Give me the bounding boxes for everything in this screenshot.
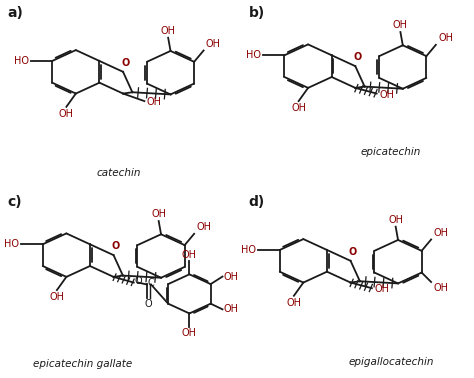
Text: O: O bbox=[354, 53, 362, 62]
Text: O: O bbox=[135, 276, 143, 286]
Text: O: O bbox=[112, 242, 120, 251]
Text: O: O bbox=[145, 299, 152, 308]
Text: OH: OH bbox=[147, 97, 162, 107]
Text: OH: OH bbox=[197, 222, 211, 232]
Text: OH: OH bbox=[374, 284, 389, 294]
Text: c): c) bbox=[7, 195, 22, 209]
Text: OH: OH bbox=[388, 215, 403, 225]
Text: OH: OH bbox=[291, 103, 306, 113]
Text: OH: OH bbox=[224, 304, 239, 314]
Text: HO: HO bbox=[4, 239, 19, 249]
Text: epigallocatechin: epigallocatechin bbox=[348, 357, 434, 367]
Text: OH: OH bbox=[379, 90, 394, 99]
Text: OH: OH bbox=[59, 109, 74, 119]
Text: HO: HO bbox=[14, 56, 28, 66]
Text: OH: OH bbox=[49, 292, 64, 302]
Text: OH: OH bbox=[182, 250, 197, 260]
Text: OH: OH bbox=[393, 20, 408, 30]
Text: OH: OH bbox=[286, 298, 301, 308]
Text: OH: OH bbox=[151, 209, 166, 219]
Text: OH: OH bbox=[438, 33, 453, 43]
Text: d): d) bbox=[249, 195, 265, 209]
Text: OH: OH bbox=[224, 271, 239, 282]
Text: OH: OH bbox=[206, 39, 221, 49]
Text: OH: OH bbox=[434, 228, 448, 238]
Text: O: O bbox=[349, 247, 357, 257]
Text: a): a) bbox=[7, 6, 23, 20]
Text: HO: HO bbox=[246, 50, 261, 60]
Text: HO: HO bbox=[241, 245, 256, 255]
Text: catechin: catechin bbox=[96, 168, 141, 178]
Text: epicatechin: epicatechin bbox=[361, 147, 421, 157]
Text: epicatechin gallate: epicatechin gallate bbox=[33, 359, 133, 369]
Text: b): b) bbox=[249, 6, 265, 20]
Text: OH: OH bbox=[434, 283, 448, 293]
Text: OH: OH bbox=[161, 26, 176, 36]
Text: O: O bbox=[121, 58, 129, 68]
Text: C: C bbox=[148, 278, 155, 288]
Text: OH: OH bbox=[182, 328, 197, 338]
